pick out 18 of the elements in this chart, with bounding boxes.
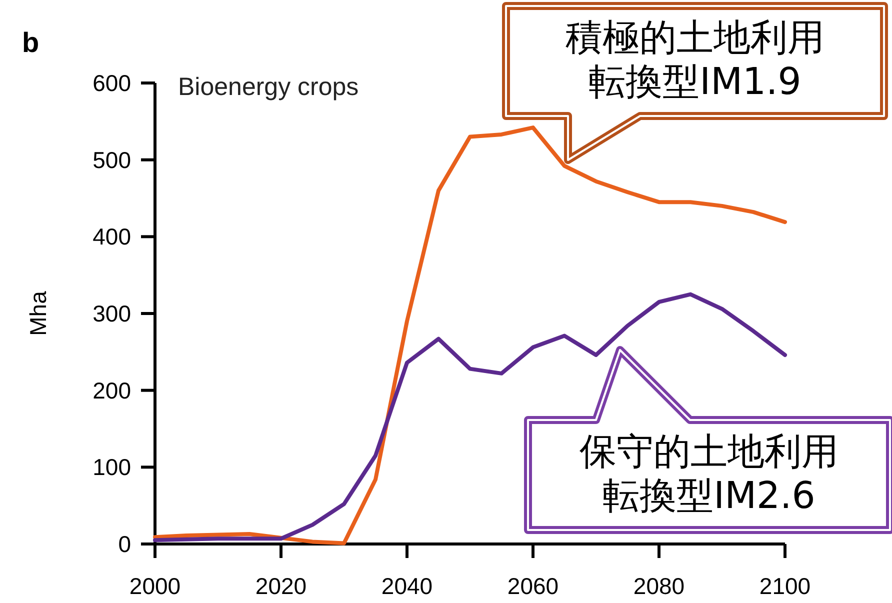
series-label: 積極的土地利用転換型IM1.9 bbox=[564, 16, 826, 104]
y-tick-label: 400 bbox=[92, 224, 131, 250]
y-tick-label: 500 bbox=[92, 146, 131, 173]
text: b bbox=[22, 27, 40, 58]
x-tick-label: 2080 bbox=[633, 573, 685, 599]
y-axis-title: Mha bbox=[25, 290, 51, 336]
x-tick-label: 2060 bbox=[507, 573, 559, 599]
x-tick-label: 2100 bbox=[759, 573, 811, 599]
chart-title: Bioenergy crops bbox=[178, 73, 359, 101]
x-tick-label: 2040 bbox=[381, 573, 433, 599]
y-tick-label: 200 bbox=[92, 377, 131, 404]
x-tick-label: 2020 bbox=[255, 573, 307, 599]
y-tick-label: 100 bbox=[92, 454, 131, 480]
text: 保守的土地利用転換型IM2.6 bbox=[578, 430, 840, 518]
y-tick-label: 0 bbox=[118, 531, 131, 557]
y-tick-label: 600 bbox=[92, 70, 131, 96]
x-tick-label: 2000 bbox=[129, 573, 181, 599]
y-tick-label: 300 bbox=[92, 300, 131, 326]
